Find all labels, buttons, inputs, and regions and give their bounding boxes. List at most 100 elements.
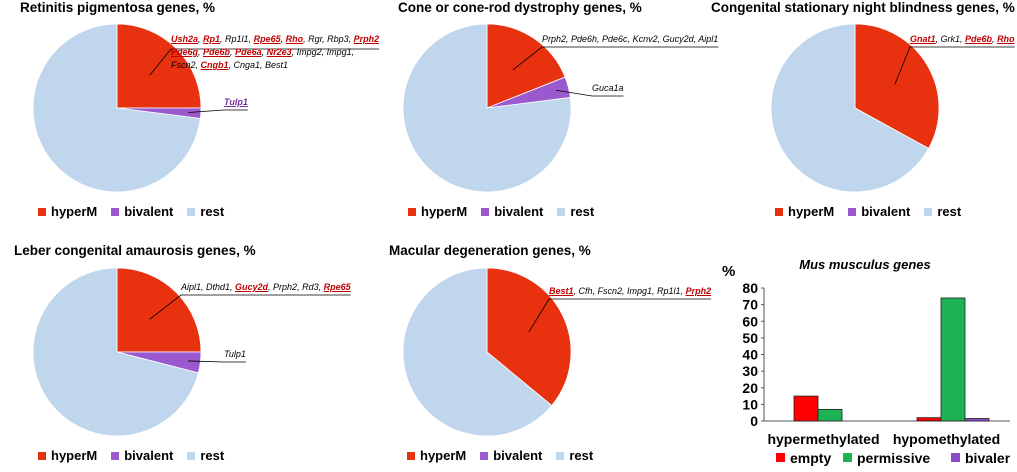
legend-swatch	[924, 207, 933, 216]
legend-item-bivalent: bivalent	[848, 204, 910, 219]
annotation-line: Fscn2, Cngb1, Cnga1, Best1	[171, 59, 379, 72]
legend-item-bivalent: bivalent	[480, 448, 542, 463]
y-tick-label: 10	[742, 396, 758, 412]
y-tick-label: 50	[742, 330, 758, 346]
leader-line	[149, 48, 380, 76]
legend-label: empty	[790, 450, 831, 466]
legend-item-bivalent: bivalent	[111, 204, 173, 219]
pie-slice-hyperM	[854, 23, 940, 150]
annotation-bivalent: Guca1a	[592, 82, 624, 95]
chart-title: Leber congenital amaurosis genes, %	[14, 243, 256, 258]
legend-label: hyperM	[420, 448, 467, 463]
chart-title: Mus musculus genes	[799, 257, 930, 272]
gene-name-highlighted: Cngb1	[200, 60, 229, 70]
legend-swatch	[848, 207, 857, 216]
pie-slice-rest	[402, 267, 553, 437]
pie-chart	[770, 23, 1015, 193]
gene-name-highlighted: Rho	[997, 34, 1015, 44]
legend-label: hyperM	[51, 204, 98, 219]
y-tick-label: 20	[742, 380, 758, 396]
legend-label: rest	[937, 204, 962, 219]
annotation-hyperM: Best1, Cfh, Fscn2, Impg1, Rp1l1, Prph2	[549, 285, 711, 298]
legend-item-bivalent: bivalent	[111, 448, 173, 463]
gene-names: ,	[198, 47, 204, 57]
y-tick-label: 40	[742, 347, 758, 363]
gene-name-highlighted: Prph2	[353, 34, 380, 44]
gene-names: , Cfh, Fscn2, Impg1, Rp1l1,	[573, 286, 686, 296]
annotation-bivalent: Tulp1	[224, 96, 248, 109]
legend-label: bivalent	[861, 204, 911, 219]
gene-name-highlighted: Pde6g	[171, 47, 199, 57]
pie-legend: hyperM bivalent rest	[38, 448, 224, 463]
legend-item-rest: rest	[187, 204, 224, 219]
legend-item-rest: rest	[187, 448, 224, 463]
y-tick-label: 60	[742, 313, 758, 329]
leader-line	[149, 294, 351, 320]
gene-name-highlighted: Rp1	[203, 34, 221, 44]
y-tick-label: 0	[750, 413, 758, 429]
leader-line	[894, 46, 1015, 85]
annotation-line: Best1, Cfh, Fscn2, Impg1, Rp1l1, Prph2	[549, 285, 711, 298]
pie-slice-rest	[32, 23, 201, 193]
y-tick-label: 30	[742, 363, 758, 379]
legend-swatch	[480, 451, 489, 460]
pie-legend: hyperM bivalent rest	[407, 448, 593, 463]
gene-names: , Cnga1, Best1	[228, 60, 289, 70]
annotation-line: Tulp1	[224, 96, 248, 109]
y-tick-label: 80	[742, 280, 758, 296]
legend-swatch	[843, 453, 852, 462]
gene-name-highlighted: Pde6a	[235, 47, 262, 57]
legend-label: rest	[200, 448, 225, 463]
gene-names: Aipl1, Dthd1,	[181, 282, 236, 292]
gene-names: , Prph2, Rd3,	[268, 282, 324, 292]
bar-permissive-hypermethylated	[817, 408, 843, 422]
legend-label: hyperM	[51, 448, 98, 463]
gene-name-highlighted: Rpe65	[323, 282, 351, 292]
y-tick-label: 70	[742, 297, 758, 313]
pie-slice-rest	[32, 267, 199, 437]
legend-swatch	[38, 451, 46, 460]
annotation-hyperM: Ush2a, Rp1, Rp1l1, Rpe65, Rho, Rgr, Rbp3…	[171, 33, 379, 72]
legend-item-bivalent: bivalent	[481, 204, 543, 219]
legend-label: bivalent	[493, 448, 543, 463]
gene-names: ,	[230, 47, 236, 57]
legend-label: hyperM	[421, 204, 468, 219]
leader-line	[528, 298, 712, 333]
gene-name-highlighted: Nr2e3	[266, 47, 292, 57]
bar-empty-hypermethylated	[793, 395, 819, 422]
leader-line	[556, 89, 624, 97]
gene-names: ,	[261, 47, 267, 57]
pie-legend: hyperM bivalent rest	[38, 204, 224, 219]
bar-empty-hypomethylated	[916, 417, 942, 422]
pie-slice-hyperM	[486, 267, 572, 407]
legend-swatch	[556, 451, 565, 460]
leader-line	[512, 46, 719, 71]
gene-name-highlighted: Tulp1	[224, 97, 248, 107]
legend-swatch	[187, 207, 196, 216]
legend-item-hyperM: hyperM	[408, 204, 467, 219]
annotation-line: Tulp1	[224, 348, 246, 361]
annotation-line: Pde6g, Pde6b, Pde6a, Nr2e3, Impg2, Impg1…	[171, 46, 379, 59]
annotation-line: Prph2, Pde6h, Pde6c, Kcnv2, Gucy2d, Aipl…	[542, 33, 718, 46]
x-tick-label: hypomethylated	[893, 431, 1000, 447]
legend-swatch	[408, 207, 416, 216]
x-tick-label: hypermethylated	[767, 431, 879, 447]
gene-names: Fscn2,	[171, 60, 201, 70]
gene-name-highlighted: Rpe65	[253, 34, 281, 44]
legend-label: rest	[570, 204, 595, 219]
gene-name-highlighted: Pde6b	[203, 47, 231, 57]
bar-bivalent-hypomethylated	[964, 418, 990, 422]
gene-names: , Grk1,	[935, 34, 966, 44]
gene-name-highlighted: Ush2a	[171, 34, 199, 44]
annotation-line: Ush2a, Rp1, Rp1l1, Rpe65, Rho, Rgr, Rbp3…	[171, 33, 379, 46]
legend-label: permissive	[857, 450, 930, 466]
gene-names: , Impg2, Impg1,	[291, 47, 355, 57]
legend-swatch	[111, 207, 120, 216]
gene-names: Guca1a	[592, 83, 624, 93]
legend-swatch	[481, 207, 490, 216]
legend-label: bivalent	[124, 204, 174, 219]
legend-item-rest: rest	[924, 204, 961, 219]
chart-title: Cone or cone-rod dystrophy genes, %	[398, 0, 642, 15]
legend-swatch	[111, 451, 120, 460]
